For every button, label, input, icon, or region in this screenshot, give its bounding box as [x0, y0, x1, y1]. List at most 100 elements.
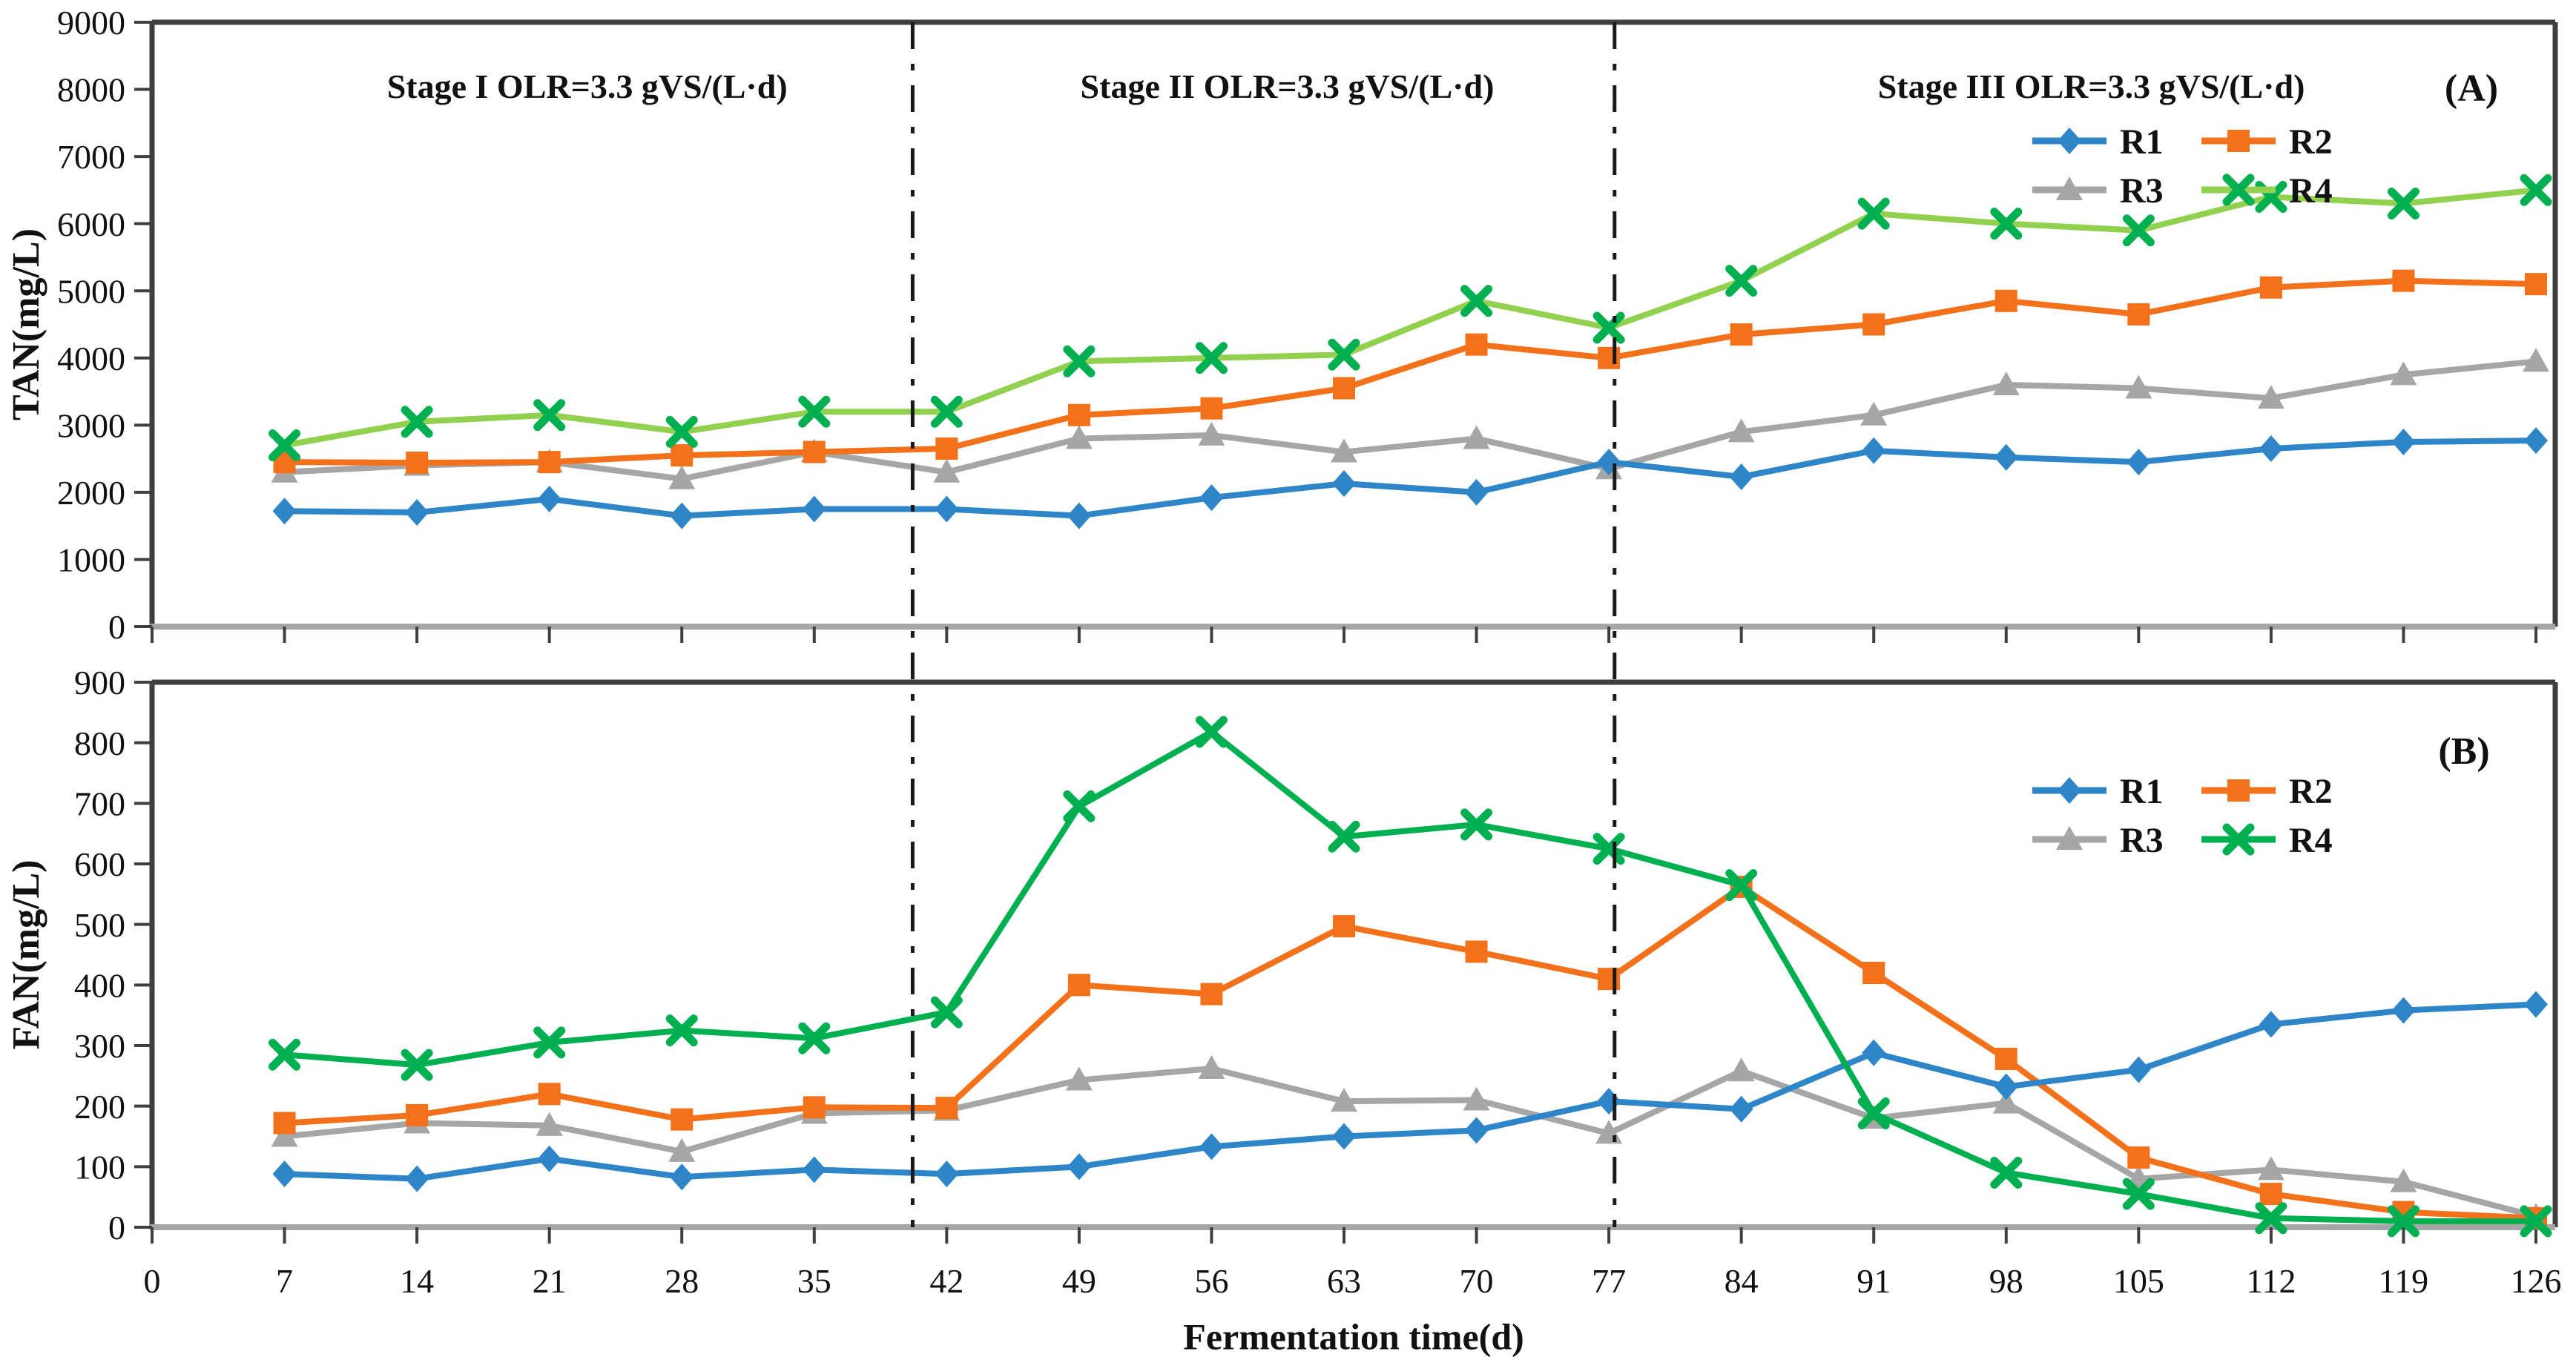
- marker-R2: [406, 1103, 429, 1126]
- legend-label-R2: R2: [2289, 122, 2333, 162]
- marker-R1: [2391, 428, 2416, 455]
- legend-entry-R4: R4: [2201, 821, 2333, 860]
- marker-R3: [536, 1112, 563, 1136]
- marker-R1: [1332, 470, 1356, 498]
- stage-annotation: Stage II OLR=3.3 gVS/(L·d): [1081, 67, 1495, 105]
- series-R3: [271, 1055, 2549, 1227]
- marker-R1: [2524, 991, 2548, 1018]
- marker-R3: [1992, 372, 2020, 395]
- y-tick-label: 200: [74, 1088, 125, 1126]
- marker-R2: [1067, 974, 1090, 997]
- marker-R2: [803, 440, 826, 463]
- marker-R1: [2259, 1011, 2283, 1038]
- x-tick-label: 84: [1725, 1262, 1759, 1300]
- series-R2: [273, 876, 2547, 1229]
- marker-R2: [935, 438, 958, 460]
- marker-R3: [2125, 374, 2152, 399]
- marker-R2: [2127, 1146, 2150, 1169]
- marker-R4: [1063, 790, 1096, 822]
- marker-R4: [401, 406, 433, 438]
- marker-R1: [1199, 1133, 1224, 1160]
- series-line-R2: [281, 884, 2539, 1221]
- marker-R1: [1464, 478, 1489, 506]
- marker-R4: [1725, 265, 1758, 297]
- marker-R3: [2390, 361, 2417, 386]
- marker-R1: [272, 498, 297, 525]
- marker-R1: [670, 1163, 694, 1191]
- series-line-R3: [281, 1066, 2539, 1220]
- marker-R4: [533, 1026, 566, 1059]
- series-line-R3: [281, 358, 2539, 482]
- marker-R4: [2255, 1202, 2287, 1235]
- marker-R2: [671, 1108, 694, 1131]
- marker-R4: [930, 996, 963, 1029]
- y-tick-label: 300: [74, 1027, 125, 1065]
- marker-R1: [1994, 1073, 2018, 1100]
- marker-R1: [1994, 443, 2018, 471]
- panel-a: 0 1000 2000 3000 4000 5000 6000 7000 8000 9000 Sta…: [5, 4, 2558, 646]
- marker-R3: [2257, 385, 2285, 409]
- legend-marker-R2: [2227, 130, 2250, 152]
- legend-entry-R3: R3: [2032, 821, 2164, 860]
- marker-R4: [1328, 820, 1360, 853]
- legend-entry-R3: R3: [2032, 171, 2164, 211]
- marker-R3: [1727, 1057, 1755, 1082]
- marker-R2: [406, 452, 429, 475]
- marker-R1: [1332, 1123, 1356, 1150]
- marker-R3: [1727, 418, 1755, 443]
- marker-R2: [2259, 276, 2282, 299]
- y-tick-label: 100: [74, 1148, 125, 1186]
- marker-R3: [1860, 401, 1888, 426]
- marker-R2: [1994, 1047, 2017, 1070]
- series-line-R1: [281, 438, 2539, 519]
- legend-label-R1: R1: [2120, 772, 2164, 811]
- marker-R2: [1067, 403, 1090, 426]
- series-R2: [273, 269, 2547, 475]
- marker-R4: [1725, 869, 1758, 902]
- marker-R1: [405, 499, 429, 526]
- marker-R2: [1862, 962, 1885, 984]
- marker-R2: [1598, 346, 1621, 369]
- marker-R4: [2122, 1178, 2155, 1210]
- legend-marker-R3: [2056, 826, 2083, 850]
- y-tick-label: 3000: [57, 406, 125, 444]
- marker-R4: [1592, 833, 1625, 865]
- marker-R4: [1063, 345, 1096, 377]
- panel-b: 0 100 200 300 400 500 600 700 800 900 R1 R2 R3 R4 (B) F…: [5, 664, 2558, 1247]
- y-tick-label: 5000: [57, 272, 125, 310]
- stage-annotation: Stage I OLR=3.3 gVS/(L·d): [387, 67, 788, 105]
- marker-R1: [1199, 484, 1224, 512]
- y-tick-label: 700: [74, 785, 125, 822]
- marker-R3: [1065, 425, 1093, 449]
- legend-entry-R4: R4: [2201, 171, 2333, 211]
- series-line-R4: [281, 728, 2539, 1224]
- marker-R4: [1195, 342, 1228, 374]
- marker-R4: [1592, 311, 1625, 344]
- marker-R4: [1857, 197, 1890, 230]
- marker-R1: [802, 495, 826, 523]
- x-tick-label: 77: [1592, 1262, 1626, 1300]
- legend-marker-R1: [2058, 777, 2081, 804]
- marker-R2: [1994, 289, 2017, 312]
- marker-R1: [537, 1145, 561, 1172]
- marker-R3: [1463, 1086, 1490, 1111]
- marker-R3: [933, 458, 961, 483]
- marker-R4: [269, 429, 301, 461]
- x-tick-label: 56: [1194, 1262, 1228, 1300]
- x-tick-label: 91: [1857, 1262, 1891, 1300]
- y-tick-label: 8000: [57, 71, 125, 109]
- marker-R1: [1729, 463, 1753, 491]
- marker-R1: [1067, 1153, 1091, 1181]
- marker-R2: [1598, 968, 1621, 991]
- y-tick-label: 800: [74, 724, 125, 762]
- marker-R4: [2520, 1205, 2552, 1238]
- marker-R2: [935, 1097, 958, 1120]
- marker-R1: [2259, 435, 2283, 463]
- y-tick-label: 7000: [57, 138, 125, 176]
- marker-R2: [1333, 377, 1355, 400]
- marker-R3: [1331, 1088, 1357, 1112]
- panel-letter: (B): [2438, 730, 2489, 773]
- legend-marker-R4: [2222, 823, 2255, 856]
- marker-R4: [1460, 808, 1493, 841]
- legend-label-R4: R4: [2289, 171, 2333, 211]
